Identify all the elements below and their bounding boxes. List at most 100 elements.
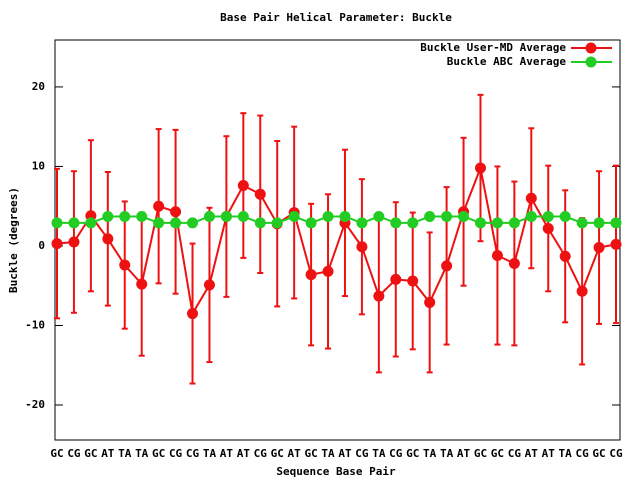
point xyxy=(119,211,131,223)
point xyxy=(576,217,588,229)
x-tick-label: CG xyxy=(355,447,369,460)
point xyxy=(170,206,182,218)
point xyxy=(187,308,199,320)
point xyxy=(220,211,232,223)
point xyxy=(203,279,215,291)
point xyxy=(407,217,419,229)
point xyxy=(203,211,215,223)
point xyxy=(68,217,80,229)
x-tick-label: TA xyxy=(440,447,454,460)
point xyxy=(305,269,317,281)
point xyxy=(254,188,266,200)
plot-frame xyxy=(54,39,621,441)
point xyxy=(576,285,588,297)
x-tick-label: CG xyxy=(186,447,200,460)
point xyxy=(525,192,537,204)
x-tick-label: AT xyxy=(220,447,234,460)
x-tick-label: CG xyxy=(575,447,589,460)
point xyxy=(356,217,368,229)
point xyxy=(593,217,605,229)
x-tick-label: AT xyxy=(101,447,115,460)
x-tick-label: TA xyxy=(559,447,573,460)
legend-label: Buckle User-MD Average xyxy=(420,41,566,54)
point xyxy=(441,260,453,272)
point xyxy=(136,278,148,290)
point xyxy=(525,211,537,223)
point xyxy=(339,211,351,223)
point xyxy=(373,290,385,302)
point xyxy=(85,217,97,229)
y-tick-label: -20 xyxy=(25,398,45,411)
point xyxy=(356,241,368,253)
point xyxy=(458,211,470,223)
point xyxy=(441,211,453,223)
point xyxy=(593,242,605,254)
point xyxy=(153,200,165,212)
point xyxy=(187,217,199,229)
y-tick-label: -10 xyxy=(25,318,45,331)
point xyxy=(542,211,554,223)
point xyxy=(237,211,249,223)
x-tick-label: TA xyxy=(203,447,217,460)
x-tick-label: AT xyxy=(457,447,471,460)
x-tick-label: GC xyxy=(474,447,487,460)
x-tick-label: AT xyxy=(525,447,539,460)
point xyxy=(51,238,63,250)
point xyxy=(424,296,436,308)
point xyxy=(373,211,385,223)
point xyxy=(610,238,622,250)
x-tick-label: GC xyxy=(50,447,63,460)
x-tick-label: TA xyxy=(372,447,386,460)
x-tick-label: TA xyxy=(423,447,437,460)
x-axis-label: Sequence Base Pair xyxy=(276,465,396,478)
point xyxy=(508,217,520,229)
legend-marker xyxy=(585,42,597,54)
x-tick-label: CG xyxy=(389,447,403,460)
point xyxy=(474,162,486,174)
x-tick-label: GC xyxy=(491,447,504,460)
point xyxy=(102,211,114,223)
y-tick-label: 10 xyxy=(32,159,45,172)
x-tick-label: AT xyxy=(237,447,251,460)
x-tick-label: CG xyxy=(169,447,183,460)
point xyxy=(68,236,80,248)
x-tick-label: TA xyxy=(118,447,132,460)
point xyxy=(407,275,419,287)
point xyxy=(288,211,300,223)
x-tick-label: GC xyxy=(406,447,419,460)
point xyxy=(322,211,334,223)
point xyxy=(474,217,486,229)
point xyxy=(237,180,249,192)
y-tick-label: 20 xyxy=(32,80,45,93)
point xyxy=(119,259,131,271)
x-tick-label: GC xyxy=(152,447,165,460)
point xyxy=(491,250,503,262)
x-tick-label: CG xyxy=(609,447,623,460)
point xyxy=(390,273,402,285)
point xyxy=(51,217,63,229)
x-tick-label: CG xyxy=(254,447,268,460)
x-tick-label: CG xyxy=(508,447,522,460)
point xyxy=(102,233,114,245)
y-tick-label: 0 xyxy=(38,239,45,252)
point xyxy=(322,265,334,277)
x-tick-label: GC xyxy=(271,447,284,460)
point xyxy=(254,217,266,229)
point xyxy=(559,250,571,262)
point xyxy=(424,211,436,223)
x-tick-label: GC xyxy=(592,447,605,460)
x-tick-label: TA xyxy=(135,447,149,460)
x-tick-label: GC xyxy=(84,447,97,460)
x-tick-label: TA xyxy=(321,447,335,460)
point xyxy=(136,211,148,223)
x-tick-label: GC xyxy=(304,447,317,460)
point xyxy=(491,217,503,229)
point xyxy=(508,257,520,269)
series-line xyxy=(57,215,616,224)
point xyxy=(542,222,554,234)
chart-title: Base Pair Helical Parameter: Buckle xyxy=(220,11,452,24)
x-tick-label: AT xyxy=(542,447,556,460)
point xyxy=(610,217,622,229)
series-line xyxy=(56,164,617,317)
